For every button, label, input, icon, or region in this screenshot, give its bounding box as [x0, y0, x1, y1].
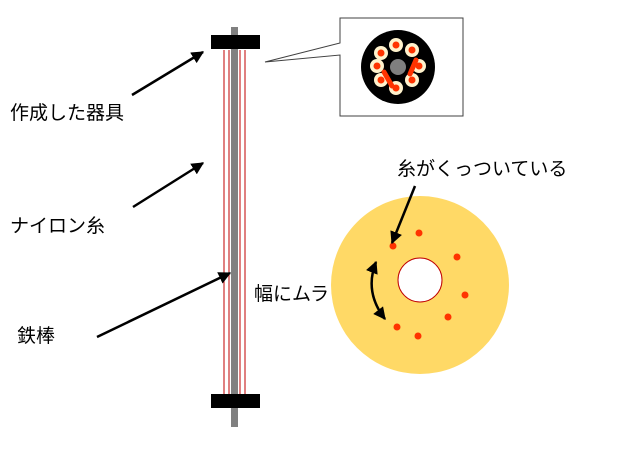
label-iron-rod: 鉄棒 — [17, 325, 56, 347]
disc-thread-dots — [389, 229, 469, 340]
iron-rod — [231, 27, 238, 427]
label-width-uneven: 幅にムラ — [254, 283, 330, 305]
inset-cross-section — [361, 30, 435, 104]
label-nylon-thread: ナイロン糸 — [10, 215, 106, 237]
disc-center-hole — [397, 257, 443, 303]
arrow-nylon — [132, 161, 205, 209]
top-clamp — [211, 35, 260, 49]
arrow-thread-attached — [390, 185, 417, 245]
nylon-threads — [223, 50, 246, 395]
disc-cross-section — [331, 196, 509, 374]
inset-thread-beads — [370, 38, 426, 95]
arrow-width-uneven — [366, 260, 386, 320]
arrow-rod — [96, 271, 232, 339]
label-thread-attached: 糸がくっついている — [397, 158, 568, 180]
pointer-arrows — [96, 50, 417, 339]
arrow-device — [131, 50, 205, 97]
bottom-clamp — [211, 394, 260, 408]
label-device: 作成した器具 — [10, 102, 125, 124]
